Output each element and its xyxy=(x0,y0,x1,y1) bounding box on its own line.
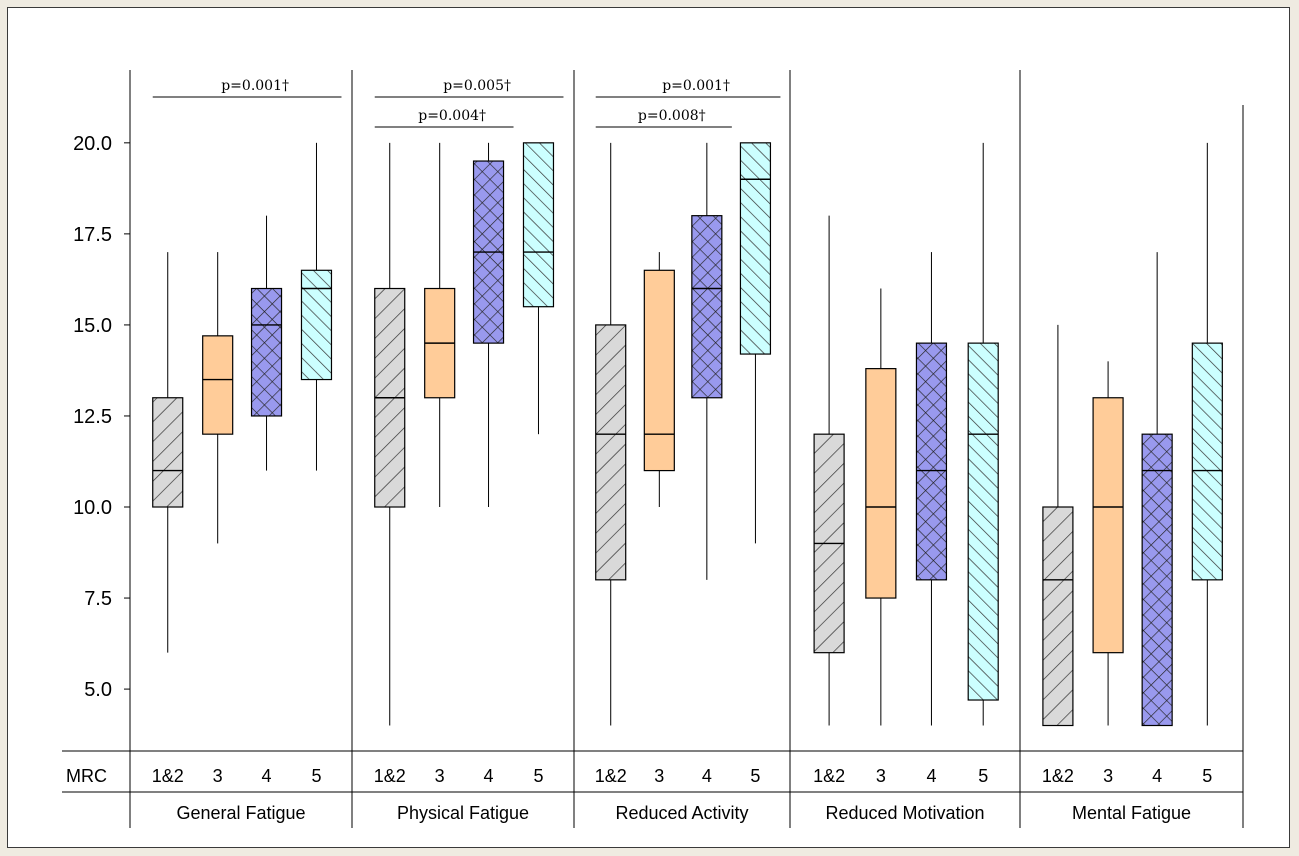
category-label: 3 xyxy=(435,766,445,786)
box-5 xyxy=(522,142,555,308)
box-marks xyxy=(152,96,1223,727)
p-value-label: p=0.004† xyxy=(418,108,486,124)
category-label: 5 xyxy=(533,766,543,786)
box-3 xyxy=(865,368,897,599)
group-label: Mental Fatigue xyxy=(1072,803,1191,823)
box-1and2 xyxy=(595,324,627,581)
category-label: 4 xyxy=(702,766,712,786)
box-4 xyxy=(691,215,723,399)
category-label: 5 xyxy=(311,766,321,786)
y-tick-label: 7.5 xyxy=(84,588,112,610)
p-value-label: p=0.005† xyxy=(443,78,511,94)
box-4 xyxy=(915,342,948,581)
y-tick-label: 10.0 xyxy=(73,497,112,519)
category-label: 1&2 xyxy=(595,766,627,786)
category-label: 1&2 xyxy=(152,766,184,786)
box-5 xyxy=(300,269,333,381)
category-label: 1&2 xyxy=(1042,766,1074,786)
axes xyxy=(62,70,1244,828)
category-label: 4 xyxy=(262,766,272,786)
box-3 xyxy=(1092,397,1124,654)
category-label: 3 xyxy=(876,766,886,786)
box-5 xyxy=(1191,342,1223,581)
p-value-label: p=0.001† xyxy=(221,78,289,94)
box-1and2 xyxy=(1042,506,1074,727)
group-label: General Fatigue xyxy=(176,803,305,823)
category-label: 5 xyxy=(750,766,760,786)
box-3 xyxy=(202,335,234,435)
labels: 20.0 17.5 15.0 12.5 10.0 7.5 5.0 MRC General Fat… xyxy=(66,78,1212,823)
group-label: Reduced Activity xyxy=(615,803,748,823)
y-tick-label: 12.5 xyxy=(73,406,112,428)
y-tick-label: 20.0 xyxy=(73,133,112,155)
mrc-row-label: MRC xyxy=(66,766,107,786)
category-label: 3 xyxy=(654,766,664,786)
box-4 xyxy=(250,287,283,417)
category-label: 1&2 xyxy=(813,766,845,786)
group-label: Physical Fatigue xyxy=(397,803,529,823)
group-label: Reduced Motivation xyxy=(825,803,984,823)
box-3 xyxy=(643,269,675,472)
box-5 xyxy=(739,142,772,355)
y-tick-label: 5.0 xyxy=(84,679,112,701)
category-label: 1&2 xyxy=(374,766,406,786)
box-1and2 xyxy=(152,397,184,508)
category-label: 3 xyxy=(213,766,223,786)
category-label: 4 xyxy=(926,766,936,786)
y-tick-label: 17.5 xyxy=(73,224,112,246)
y-tick-label: 15.0 xyxy=(73,315,112,337)
box-4 xyxy=(1141,433,1173,727)
p-value-label: p=0.001† xyxy=(662,78,730,94)
box-5 xyxy=(967,342,999,701)
p-value-label: p=0.008† xyxy=(638,108,706,124)
category-label: 4 xyxy=(1152,766,1162,786)
category-label: 4 xyxy=(484,766,494,786)
category-label: 3 xyxy=(1103,766,1113,786)
category-label: 5 xyxy=(978,766,988,786)
category-label: 5 xyxy=(1202,766,1212,786)
